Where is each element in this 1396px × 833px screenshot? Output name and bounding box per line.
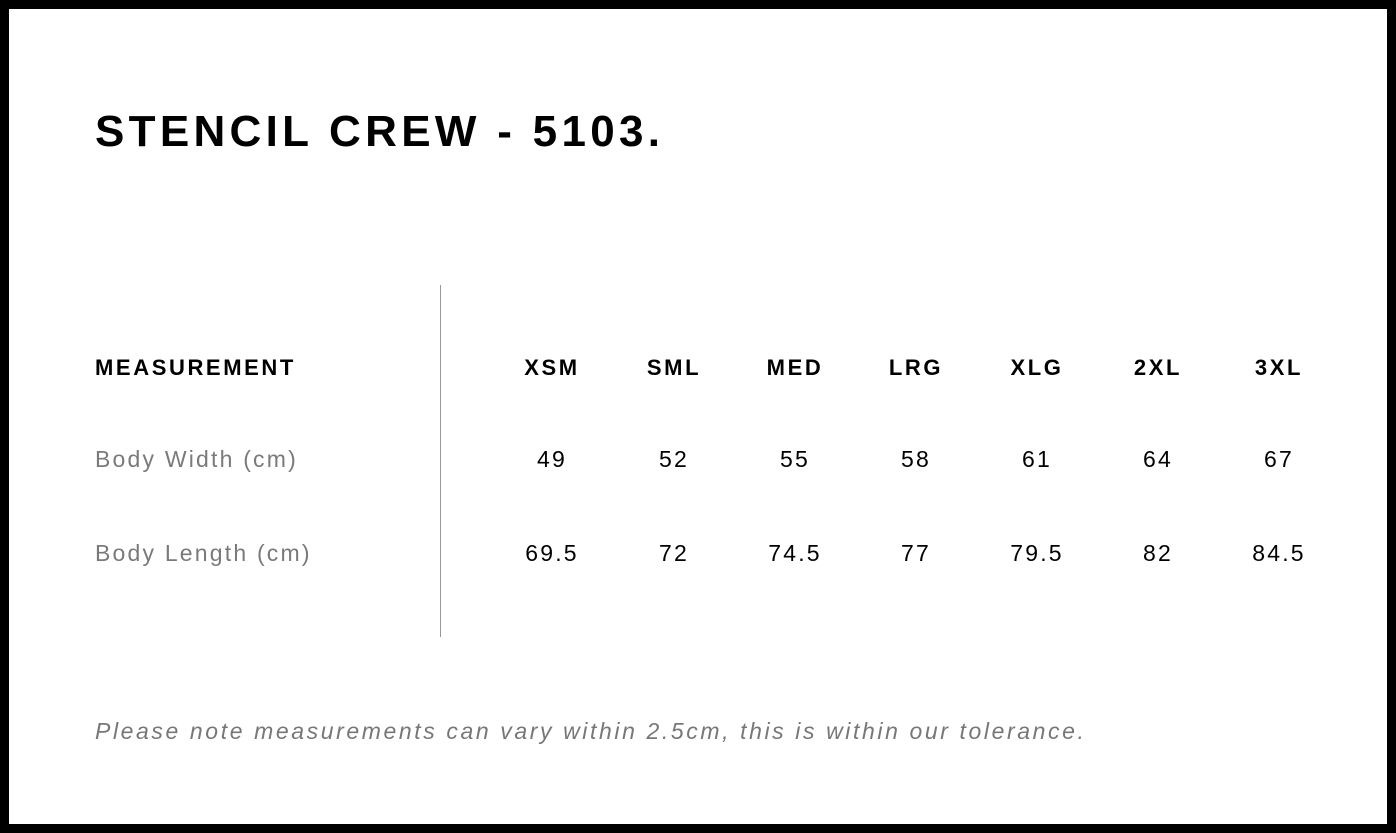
size-header: 2XL: [1133, 355, 1183, 380]
table-cell: 82: [1143, 540, 1173, 566]
table-cell: 72: [659, 540, 689, 566]
size-header: SML: [646, 355, 702, 380]
row-label-body-width: Body Width (cm): [95, 446, 298, 472]
table-cell: 79.5: [1010, 540, 1064, 566]
table-cell: 55: [780, 446, 810, 472]
size-header: LRG: [888, 355, 944, 380]
table-cell: 67: [1264, 446, 1294, 472]
table-cell: 64: [1143, 446, 1173, 472]
table-cell: 69.5: [525, 540, 579, 566]
size-header: XLG: [1010, 355, 1064, 380]
size-header: 3XL: [1254, 355, 1304, 380]
table-cell: 77: [901, 540, 931, 566]
table-cell: 58: [901, 446, 931, 472]
table-cell: 61: [1022, 446, 1052, 472]
table-cell: 84.5: [1252, 540, 1306, 566]
size-header: XSM: [524, 355, 580, 380]
tolerance-note: Please note measurements can vary within…: [95, 718, 1087, 744]
size-chart-card: STENCIL CREW - 5103. MEASUREMENT XSM 49 69…: [9, 9, 1387, 824]
column-divider: [440, 285, 441, 637]
table-cell: 49: [537, 446, 567, 472]
table-cell: 74.5: [768, 540, 822, 566]
row-label-body-length: Body Length (cm): [95, 540, 312, 566]
size-header: MED: [766, 355, 824, 380]
measurement-header: MEASUREMENT: [95, 355, 296, 380]
table-cell: 52: [659, 446, 689, 472]
page-title: STENCIL CREW - 5103.: [95, 107, 665, 156]
